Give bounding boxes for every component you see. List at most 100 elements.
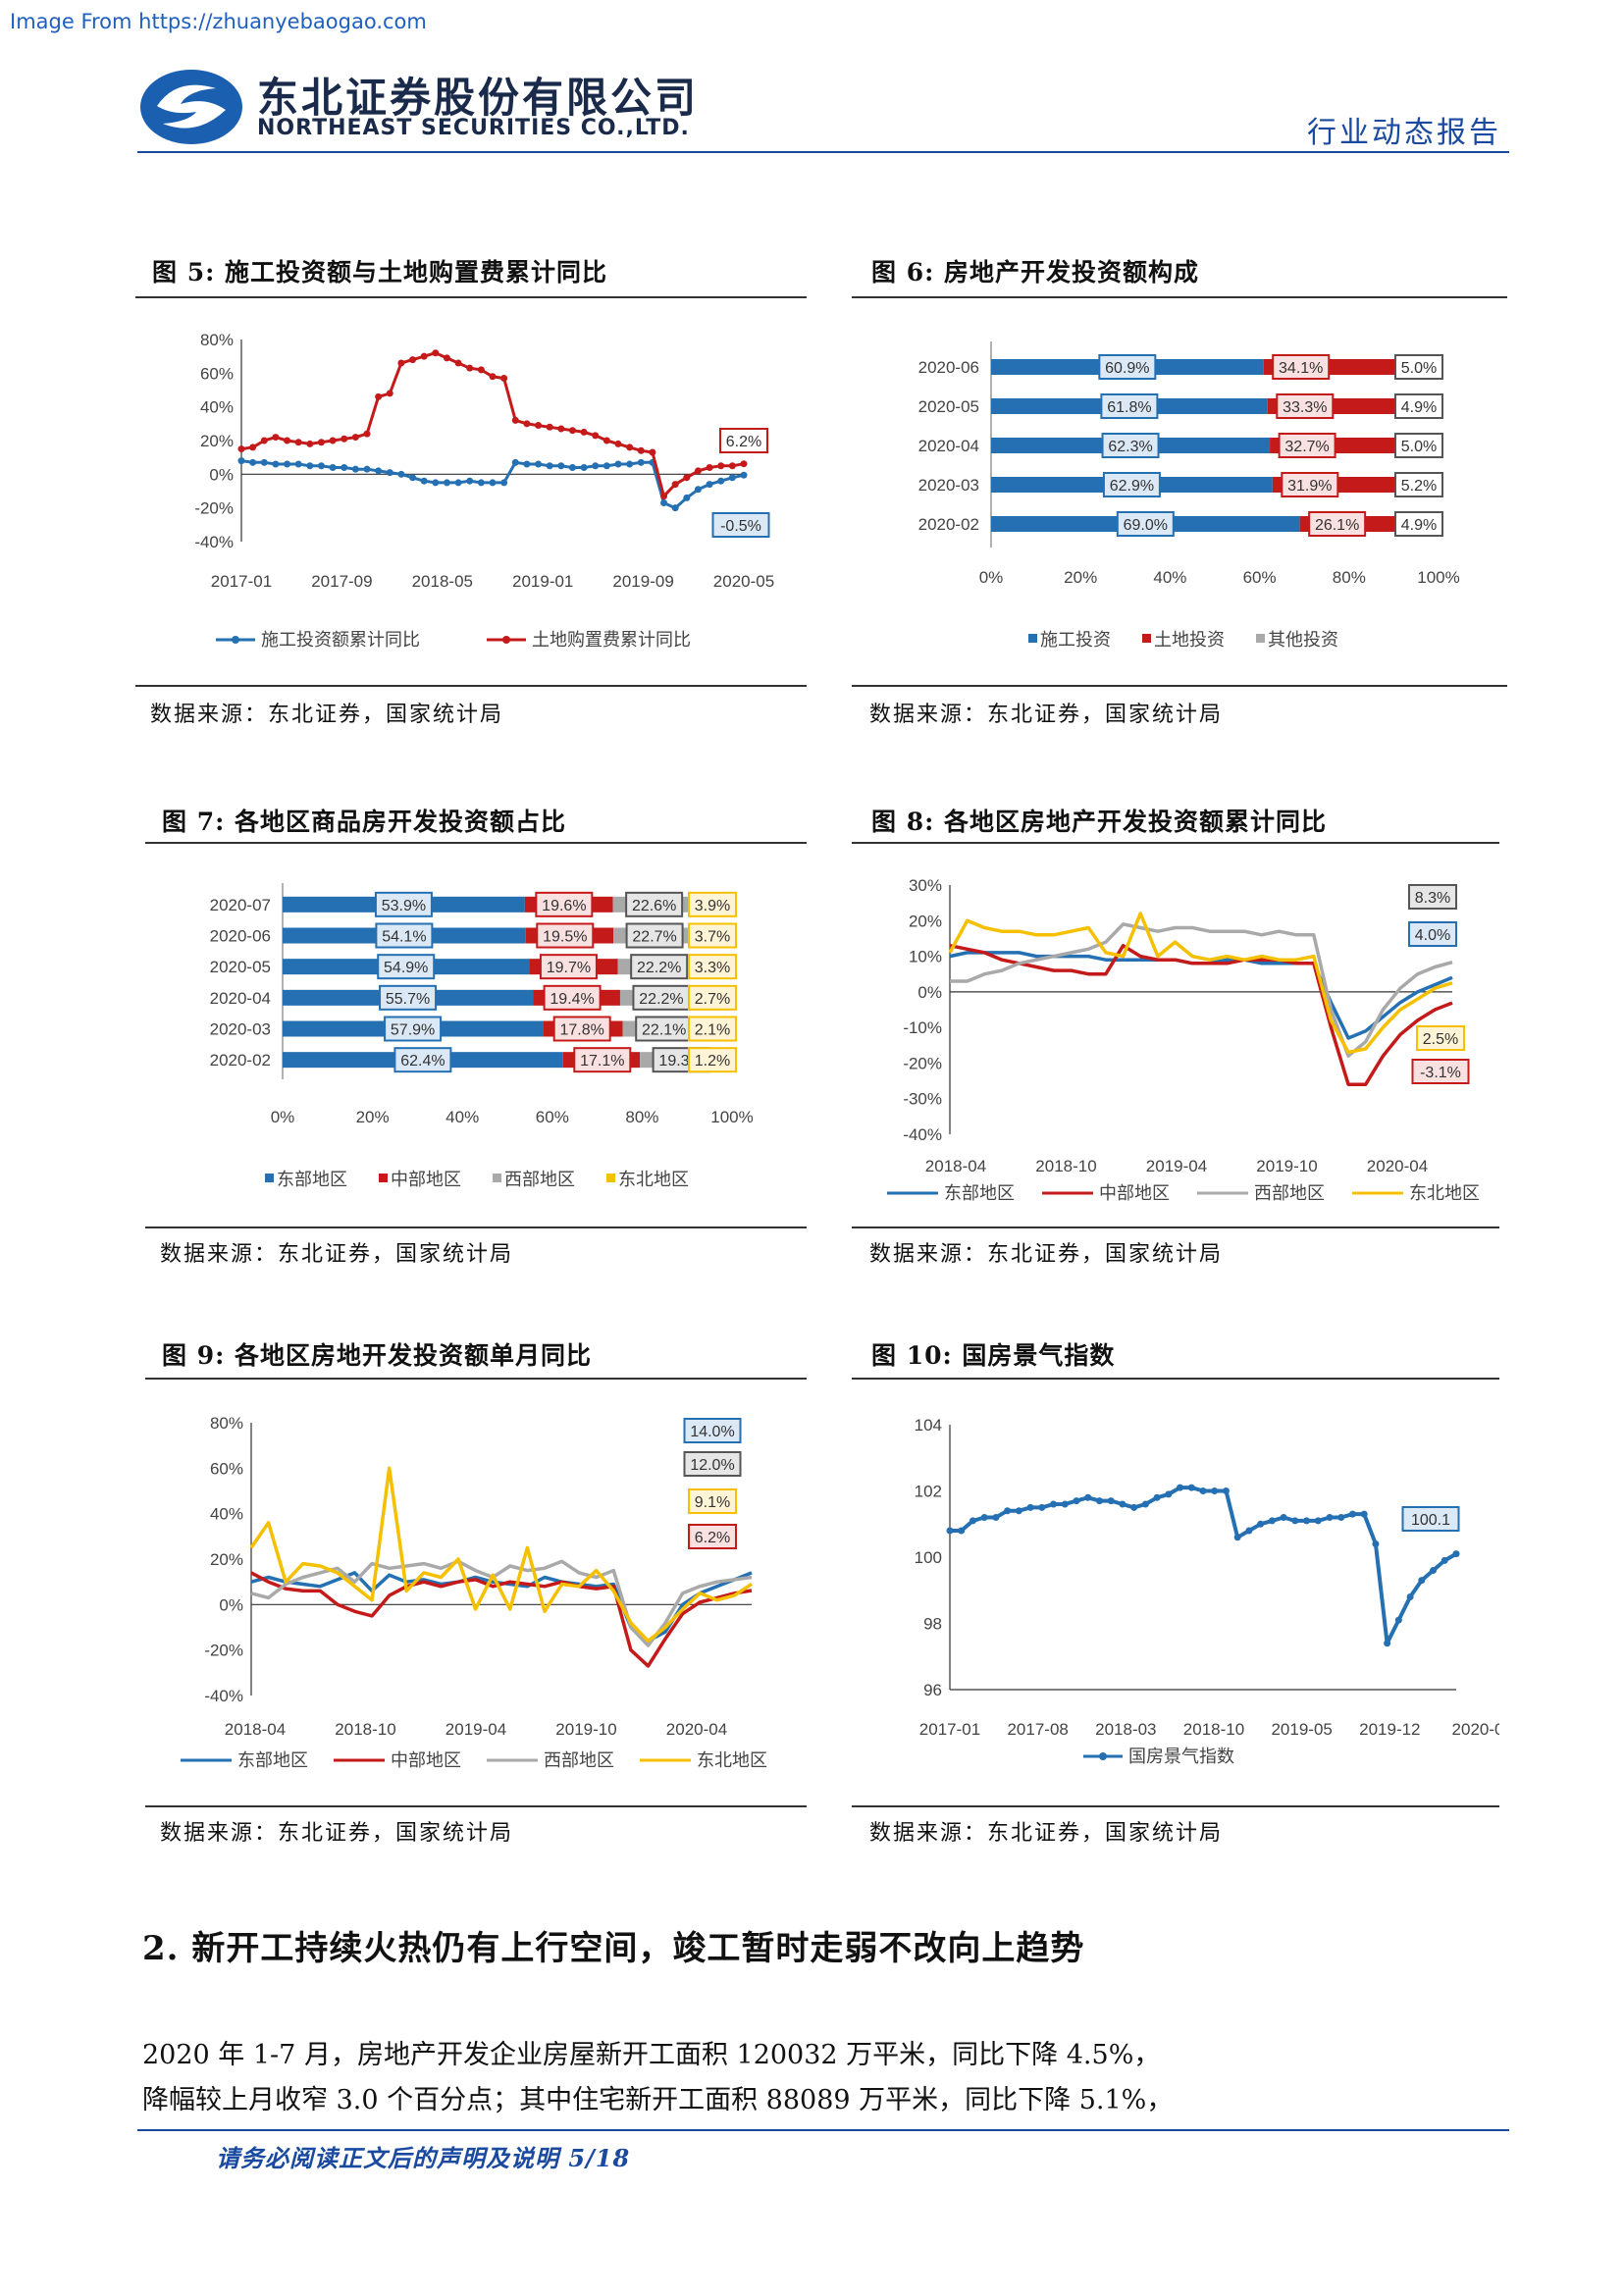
legend-label: 西部地区 xyxy=(544,1750,614,1770)
legend-label: 东部地区 xyxy=(944,1183,1015,1203)
series-line-2 xyxy=(949,943,1453,1086)
end-value-label-box xyxy=(1411,1059,1470,1084)
series-line-4 xyxy=(948,912,1453,1055)
bar-value-label-box xyxy=(1101,433,1160,458)
data-point xyxy=(1153,1493,1161,1501)
end-value-label-box xyxy=(1416,1025,1465,1051)
y-tick-label: -40% xyxy=(903,1125,942,1144)
figure-8-title: 图 8: 各地区房地产开发投资额累计同比 xyxy=(871,808,1328,836)
figure-5-title: 图 5: 施工投资额与土地购置费累计同比 xyxy=(152,258,608,287)
end-value-label-box xyxy=(1408,921,1457,947)
data-point xyxy=(466,477,474,485)
data-point xyxy=(284,437,291,444)
x-tick-label: 2019-01 xyxy=(512,572,573,591)
data-point xyxy=(694,467,702,475)
company-name-cn: 东北证券股份有限公司 xyxy=(257,74,700,122)
bar-value-label-box xyxy=(688,984,737,1011)
bar-value-label-box xyxy=(552,1016,611,1042)
data-point xyxy=(375,392,383,400)
end-value-label-box xyxy=(711,512,770,538)
data-point xyxy=(375,467,383,475)
y-tick-label: 60% xyxy=(210,1459,243,1478)
y-tick-label: 40% xyxy=(210,1505,243,1524)
data-point xyxy=(409,356,417,364)
bar-value-label-box xyxy=(539,954,598,980)
data-point xyxy=(260,437,268,444)
data-point xyxy=(306,440,314,447)
figure-9-top-rule xyxy=(145,1378,807,1380)
x-tick-label: 0% xyxy=(271,1108,295,1126)
y-tick-label: -20% xyxy=(903,1054,942,1072)
end-value-label: 14.0% xyxy=(690,1424,734,1440)
y-tick-label: 96 xyxy=(923,1681,942,1699)
source-link[interactable]: Image From https://zhuanyebaogao.com xyxy=(10,10,427,33)
y-tick-label: 10% xyxy=(909,948,942,966)
data-point xyxy=(717,462,725,470)
data-point xyxy=(409,474,417,482)
series-line-3 xyxy=(250,1559,753,1647)
x-tick-label: 40% xyxy=(445,1108,479,1126)
data-point xyxy=(351,465,359,473)
data-point xyxy=(1050,1500,1058,1508)
bar-value-label-box xyxy=(625,891,684,917)
end-value-label: 100.1 xyxy=(1411,1512,1450,1529)
figure-7-source: 数据来源：东北证券，国家统计局 xyxy=(160,1242,514,1267)
legend-swatch xyxy=(1028,634,1037,643)
data-point xyxy=(546,462,553,470)
legend-label: 国房景气指数 xyxy=(1128,1747,1234,1766)
data-point xyxy=(489,373,497,381)
bar-value-label-box xyxy=(1308,511,1367,537)
figure-7-top-rule xyxy=(145,842,807,844)
data-point xyxy=(1004,1507,1012,1515)
data-point xyxy=(649,448,656,456)
data-point xyxy=(317,439,325,446)
bar-value-label: 3.3% xyxy=(695,960,730,976)
category-label: 2020-06 xyxy=(210,927,271,946)
data-point xyxy=(1061,1500,1069,1508)
data-point xyxy=(1107,1497,1115,1505)
bar-value-label: 60.9% xyxy=(1105,360,1149,377)
bar-value-label-box xyxy=(1394,393,1443,419)
x-tick-label: 2019-04 xyxy=(445,1720,506,1739)
legend-swatch xyxy=(379,1174,388,1182)
bar-value-label-box xyxy=(1394,433,1443,458)
data-point xyxy=(683,494,691,501)
bar-value-label-box xyxy=(1272,354,1331,380)
data-point xyxy=(1418,1577,1426,1585)
bar-value-label-box xyxy=(688,1047,737,1073)
end-value-label: 6.2% xyxy=(695,1530,730,1546)
data-point xyxy=(535,460,543,468)
x-tick-label: 2019-04 xyxy=(1146,1157,1207,1175)
category-label: 2020-06 xyxy=(918,358,979,377)
data-point xyxy=(557,425,565,433)
figure-6-chart: 0% 20% 40% 60% 80% 100% 2020-06 60.9% 34.1% 5.0% 2… xyxy=(918,341,1460,650)
figure-6-title: 图 6: 房地产开发投资额构成 xyxy=(871,258,1200,287)
figure-8-chart: 30% 20% 10% 0% -10% -20% -30% -40% 2018-04 2018-1… xyxy=(887,876,1480,1203)
x-tick-label: 2020-05 xyxy=(713,572,774,591)
bar-value-label-box xyxy=(573,1047,632,1073)
bar-value-label: 62.9% xyxy=(1110,478,1154,495)
x-tick-label: 2017-01 xyxy=(919,1720,980,1739)
data-point xyxy=(420,352,428,360)
data-point xyxy=(626,460,634,468)
bar-value-label-box xyxy=(635,1016,694,1042)
bar-value-label: 22.6% xyxy=(632,898,676,914)
data-point xyxy=(466,364,474,372)
x-tick-label: 2019-10 xyxy=(1256,1157,1317,1175)
legend-label: 中部地区 xyxy=(391,1170,461,1189)
report-type: 行业动态报告 xyxy=(1307,116,1501,150)
legend-swatch xyxy=(265,1174,274,1182)
legend-label: 东北地区 xyxy=(618,1170,689,1189)
data-point xyxy=(980,1514,988,1521)
x-tick-label: 20% xyxy=(356,1108,390,1126)
x-tick-label: 2018-10 xyxy=(335,1720,395,1739)
data-point xyxy=(260,458,268,466)
data-point xyxy=(1199,1487,1207,1494)
data-point xyxy=(523,460,531,468)
figure-10-source: 数据来源：东北证券，国家统计局 xyxy=(869,1821,1224,1846)
legend-swatch xyxy=(1256,634,1265,643)
data-point xyxy=(523,420,531,428)
y-tick-label: 30% xyxy=(909,876,942,895)
y-tick-label: 20% xyxy=(909,912,942,930)
section-heading: 2. 新开工持续火热仍有上行空间，竣工暂时走弱不改向上趋势 xyxy=(142,1929,1085,1968)
